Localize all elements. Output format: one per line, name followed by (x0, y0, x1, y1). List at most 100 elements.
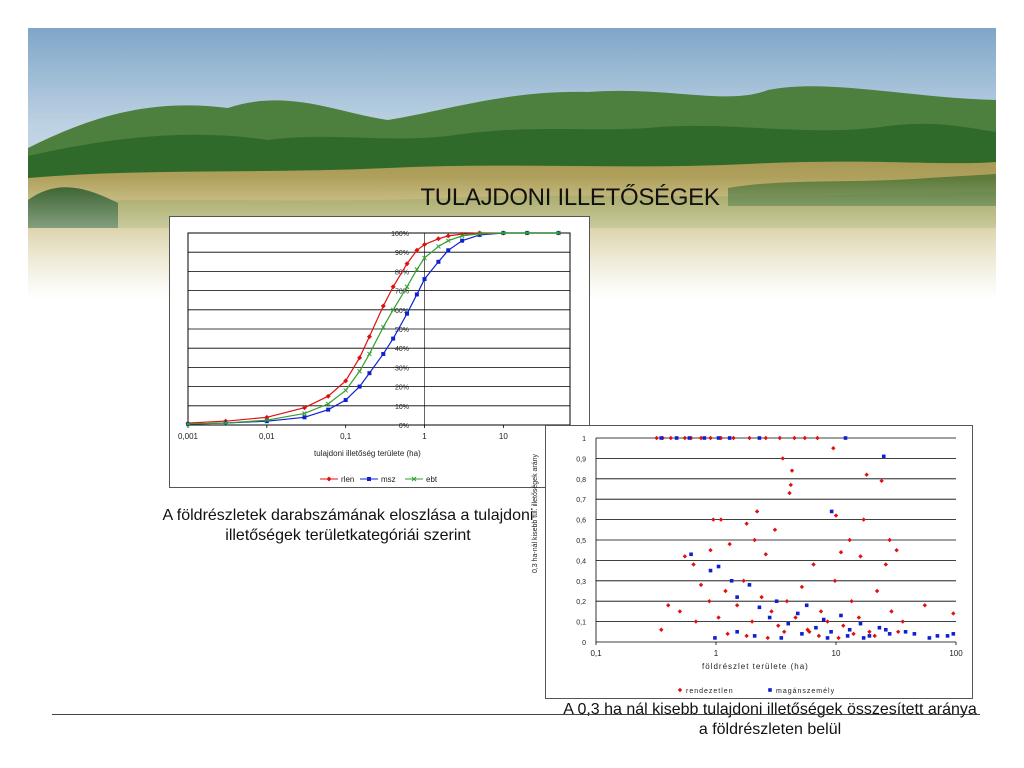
scatter-point-rendezetlen (833, 513, 839, 518)
y-tick-label: 1 (582, 436, 586, 443)
scatter-point-magánszemély (887, 632, 892, 636)
legend-marker-rlen (326, 476, 332, 482)
scatter-point-rendezetlen (922, 603, 928, 608)
scatter-point-magánszemély (935, 634, 940, 638)
series-marker-rlen (422, 242, 428, 248)
scatter-point-rendezetlen (693, 619, 699, 624)
series-marker-rlen (301, 405, 307, 411)
scatter-point-magánszemély (735, 630, 739, 634)
scatter-point-magánszemély (716, 436, 721, 440)
series-marker-msz (302, 415, 307, 420)
scatter-point-rendezetlen (851, 631, 856, 637)
series-marker-rlen (445, 233, 451, 239)
y-tick-label: 0,4 (576, 558, 586, 565)
scatter-point-magánszemély (727, 436, 732, 440)
scatter-point-magánszemély (752, 634, 757, 638)
scatter-point-rendezetlen (887, 537, 892, 543)
scatter-point-rendezetlen (847, 537, 852, 543)
legend-label-magánszemély: magánszemély (776, 688, 835, 695)
scatter-point-magánszemély (814, 625, 818, 630)
series-marker-ebt (556, 230, 561, 236)
scatter-chart-canvas: 0 0,1 0,2 0,3 0,4 0,5 0,6 0,7 0,8 0,9 1 0,1 1 10 100 re… (576, 435, 963, 695)
scatter-point-rendezetlen (744, 633, 749, 639)
y-tick-label: 0,5 (576, 538, 586, 545)
scatter-point-magánszemély (708, 568, 713, 573)
scatter-point-rendezetlen (838, 550, 844, 555)
scatter-point-rendezetlen (763, 552, 768, 557)
scatter-point-rendezetlen (711, 517, 716, 522)
series-marker-ebt (422, 255, 427, 261)
scatter-point-rendezetlen (741, 578, 746, 583)
series-marker-msz (391, 336, 396, 341)
x-tick-label: 100 (949, 649, 963, 658)
scatter-point-rendezetlen (832, 578, 838, 583)
legend-marker-rendezetlen (677, 687, 683, 693)
x-tick-label: 0,1 (340, 432, 352, 441)
scatter-point-rendezetlen (799, 584, 805, 590)
scatter-point-magánszemély (881, 454, 886, 459)
series-marker-ebt (264, 417, 270, 423)
series-line-rlen (187, 232, 559, 424)
scatter-point-rendezetlen (836, 635, 841, 641)
series-marker-rlen (357, 355, 363, 361)
series-line-msz (187, 232, 559, 425)
x-tick-label: 1 (714, 649, 719, 658)
scatter-point-rendezetlen (951, 611, 956, 616)
legend-marker-msz (367, 477, 371, 481)
series-marker-rlen (459, 231, 465, 237)
series-marker-ebt (436, 244, 441, 249)
scatter-point-magánszemély (767, 615, 772, 620)
scatter-point-magánszemély (843, 436, 848, 440)
series-marker-ebt (343, 388, 349, 393)
scatter-point-rendezetlen (765, 635, 770, 641)
series-marker-rlen (343, 378, 349, 384)
scatter-point-rendezetlen (896, 629, 901, 634)
scatter-point-rendezetlen (872, 633, 877, 639)
scatter-point-magánszemély (903, 630, 908, 634)
series-line-ebt (187, 232, 559, 425)
series-marker-ebt (477, 231, 482, 237)
scatter-point-rendezetlen (805, 627, 810, 632)
scatter-point-rendezetlen (747, 435, 752, 441)
series-marker-msz (422, 277, 427, 282)
series-marker-msz (264, 419, 269, 424)
scatter-point-rendezetlen (682, 554, 688, 559)
y-tick-label: 0% (399, 423, 409, 430)
series-marker-ebt (185, 421, 191, 427)
scatter-point-magánszemély (674, 436, 679, 440)
scatter-point-rendezetlen (776, 623, 781, 628)
chart1-caption: A földrészletek darabszámának eloszlása … (162, 507, 534, 544)
series-marker-ebt (445, 238, 451, 244)
scatter-point-rendezetlen (708, 548, 713, 553)
scatter-point-rendezetlen (752, 537, 757, 543)
scatter-point-rendezetlen (879, 478, 884, 484)
scatter-point-magánszemély (757, 436, 762, 440)
scatter-point-rendezetlen (698, 582, 704, 588)
series-marker-ebt (357, 368, 362, 374)
series-marker-msz (414, 292, 419, 297)
scatter-point-rendezetlen (889, 609, 894, 614)
scatter-point-rendezetlen (883, 562, 888, 567)
scatter-point-rendezetlen (802, 435, 808, 441)
legend-label-rlen: rlen (341, 475, 354, 484)
scatter-point-magánszemély (729, 579, 734, 583)
scatter-point-magánszemély (927, 636, 932, 640)
scatter-point-rendezetlen (654, 435, 659, 441)
scatter-point-rendezetlen (781, 629, 787, 634)
scatter-point-rendezetlen (894, 548, 899, 553)
series-marker-msz (367, 371, 372, 376)
y-tick-label: 0,9 (576, 456, 586, 463)
scatter-point-rendezetlen (763, 435, 768, 441)
scatter-point-rendezetlen (788, 482, 793, 488)
y-tick-label: 30% (395, 365, 409, 372)
scatter-point-magánszemély (800, 632, 804, 636)
series-marker-msz (446, 248, 451, 253)
series-marker-msz (326, 407, 331, 412)
scatter-point-magánszemély (774, 599, 779, 603)
scatter-point-rendezetlen (787, 490, 792, 496)
scatter-point-rendezetlen (708, 435, 713, 441)
scatter-point-rendezetlen (811, 562, 816, 567)
scatter-point-rendezetlen (723, 588, 728, 594)
x-tick-label: 1 (422, 432, 427, 441)
series-marker-ebt (223, 420, 228, 426)
